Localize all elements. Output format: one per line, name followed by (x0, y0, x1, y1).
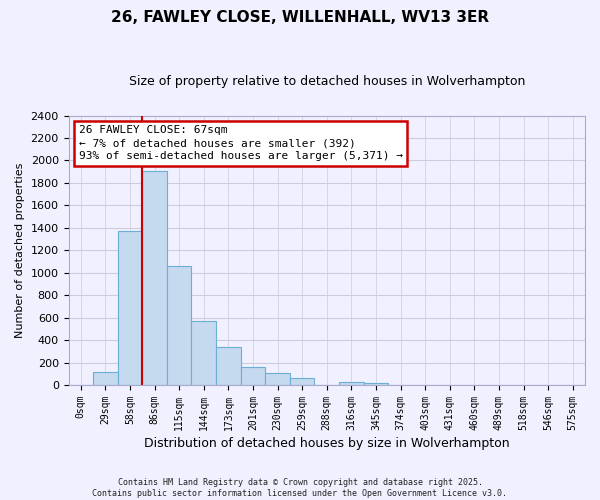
X-axis label: Distribution of detached houses by size in Wolverhampton: Distribution of detached houses by size … (144, 437, 509, 450)
Bar (290, 378, 314, 385)
Bar (339, 382, 364, 385)
Text: Contains HM Land Registry data © Crown copyright and database right 2025.
Contai: Contains HM Land Registry data © Crown c… (92, 478, 508, 498)
Bar (216, 348, 241, 385)
Bar (167, 266, 191, 385)
Title: Size of property relative to detached houses in Wolverhampton: Size of property relative to detached ho… (128, 75, 525, 88)
Text: 26 FAWLEY CLOSE: 67sqm
← 7% of detached houses are smaller (392)
93% of semi-det: 26 FAWLEY CLOSE: 67sqm ← 7% of detached … (79, 125, 403, 162)
Bar (142, 170, 167, 385)
Bar (93, 372, 118, 385)
Bar (118, 231, 142, 385)
Bar (364, 383, 388, 385)
Bar (191, 321, 216, 385)
Text: 26, FAWLEY CLOSE, WILLENHALL, WV13 3ER: 26, FAWLEY CLOSE, WILLENHALL, WV13 3ER (111, 10, 489, 25)
Bar (265, 374, 290, 385)
Bar (241, 366, 265, 385)
Y-axis label: Number of detached properties: Number of detached properties (15, 162, 25, 338)
